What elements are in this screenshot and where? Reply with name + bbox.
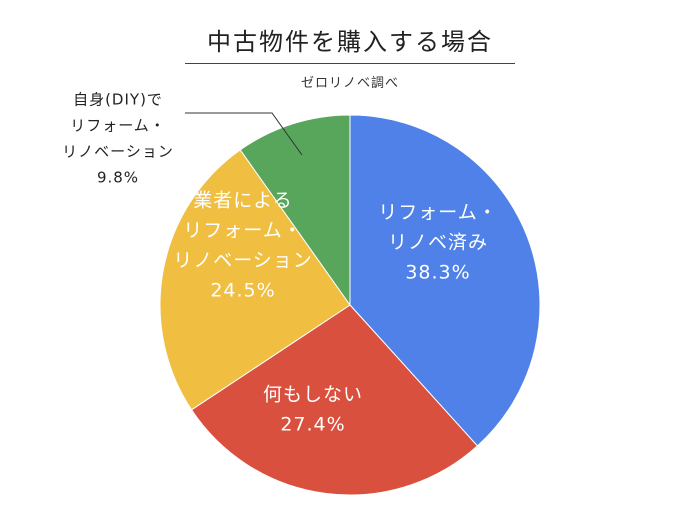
slice-category-label: 何もしない [263,384,363,406]
slice-category-label: リノベ済み [388,232,488,254]
slice-value-label: 27.4% [280,414,345,436]
slice-value-label: 9.8% [97,169,139,187]
pie-slices [159,114,541,496]
slice-category-label: リノベーション [173,250,313,272]
pie-labels: リフォーム・リノベ済み38.3%何もしない27.4%業者によるリフォーム・リノベ… [62,91,497,436]
slice-category-label: 自身(DIY)で [73,91,163,109]
chart-subtitle: ゼロリノベ調べ [300,76,399,91]
pie-slice [239,114,351,307]
leader-line [185,112,303,156]
title-underline [185,63,515,64]
pie-slice [349,114,541,447]
slice-category-label: リフォーム・ [183,220,302,242]
slice-category-label: リフォーム・ [378,202,497,224]
slice-value-label: 24.5% [210,280,275,302]
pie-slice [159,149,351,411]
slice-category-label: 業者による [193,190,292,212]
slice-category-label: リフォーム・ [70,117,166,135]
slice-value-label: 38.3% [405,262,470,284]
chart-title: 中古物件を購入する場合 [207,28,493,56]
slice-category-label: リノベーション [62,143,174,161]
pie-slice [190,304,479,496]
